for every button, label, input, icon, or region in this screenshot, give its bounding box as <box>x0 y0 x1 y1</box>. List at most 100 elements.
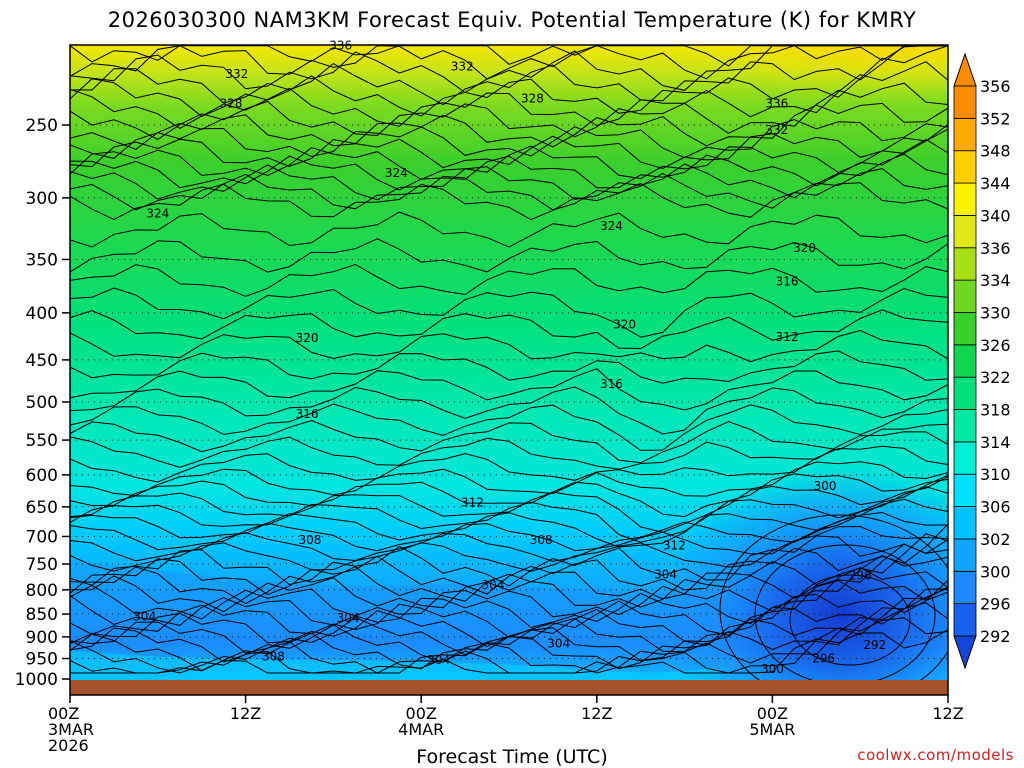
colorbar-label: 292 <box>980 627 1011 646</box>
contour-line <box>70 586 948 663</box>
y-tick-label: 850 <box>26 605 58 625</box>
contour-line <box>70 309 948 350</box>
colorbar-label: 318 <box>980 401 1011 420</box>
contour-label: 304 <box>427 653 450 667</box>
contour-line <box>70 474 948 543</box>
colorbar-swatch <box>953 506 977 540</box>
x-tick-label: 12Z <box>230 704 261 723</box>
contour-label: 320 <box>793 241 816 255</box>
colorbar-swatch <box>953 538 977 572</box>
contour-line <box>70 535 948 587</box>
x-tick-label: 12Z <box>932 704 963 723</box>
y-tick-label: 400 <box>26 304 58 324</box>
colorbar-swatch <box>953 312 977 346</box>
contour-line <box>70 263 948 297</box>
contour-label: 304 <box>654 568 677 582</box>
contour-line <box>70 182 948 221</box>
colorbar-swatch <box>953 603 977 637</box>
contour-line <box>70 119 948 159</box>
colorbar-label: 326 <box>980 336 1011 355</box>
contour-line <box>719 514 948 695</box>
contour-line <box>70 45 948 117</box>
contour-label: 332 <box>225 67 248 81</box>
contour-label: 328 <box>220 97 243 111</box>
colorbar-label: 322 <box>980 368 1011 387</box>
colorbar-extend-low <box>953 635 977 670</box>
y-tick-label: 650 <box>26 498 58 518</box>
y-tick-label: 450 <box>26 351 58 371</box>
colorbar-swatch <box>953 150 977 184</box>
colorbar-label: 336 <box>980 239 1011 258</box>
y-tick-label: 500 <box>26 393 58 413</box>
x-tick-label: 00Z <box>406 704 437 723</box>
contour-label: 332 <box>451 60 474 74</box>
contour-label: 316 <box>600 377 623 391</box>
contour-line <box>70 238 948 273</box>
y-tick-label: 550 <box>26 431 58 451</box>
contour-label: 316 <box>776 275 799 289</box>
contour-label: 304 <box>547 637 570 651</box>
contour-label: 316 <box>296 407 319 421</box>
contour-line <box>70 473 948 518</box>
contour-label: 308 <box>530 533 553 547</box>
contour-label: 304 <box>337 611 360 625</box>
x-tick-label: 3MAR <box>48 720 94 739</box>
y-tick-label: 800 <box>26 581 58 601</box>
x-tick-label: 4MAR <box>398 720 444 739</box>
contour-line <box>70 533 948 605</box>
contour-line <box>70 124 948 180</box>
contour-label: 320 <box>296 331 319 345</box>
contour-line <box>70 102 948 150</box>
plot-frame <box>69 44 949 696</box>
pressure-gridlines <box>70 124 948 660</box>
x-tick-label: 2026 <box>48 736 89 755</box>
contour-label: 300 <box>761 662 784 676</box>
contour-line <box>70 211 948 248</box>
contour-label: 308 <box>299 533 322 547</box>
colorbar: 292 296 300 302 306 310 314 318 322 326 330 334 336 3… <box>953 52 1011 670</box>
colorbar-extend-high <box>953 52 977 87</box>
x-axis-title: Forecast Time (UTC) <box>416 746 608 768</box>
colorbar-label: 334 <box>980 271 1011 290</box>
warm-upper-region <box>720 45 948 110</box>
contour-line <box>70 287 948 338</box>
contour-line <box>70 82 948 140</box>
colorbar-swatch <box>953 215 977 249</box>
contour-line <box>70 168 948 211</box>
contour-line <box>70 386 948 435</box>
contour-label: 324 <box>600 219 623 233</box>
contour-line <box>70 580 948 638</box>
contour-label: 292 <box>863 638 886 652</box>
x-tick-label: 00Z <box>48 704 79 723</box>
contour-line <box>70 476 948 533</box>
contour-line <box>789 574 911 666</box>
source-credit[interactable]: coolwx.com/models <box>857 746 1014 764</box>
contour-line <box>70 602 948 674</box>
contour-label: 320 <box>613 318 636 332</box>
x-tick-label: 00Z <box>757 704 788 723</box>
colorbar-label: 344 <box>980 174 1011 193</box>
y-tick-label: 300 <box>26 189 58 209</box>
contour-labels: 336 332 332 328 328 336 332 324 324 324 320 316 320 3… <box>133 39 886 676</box>
contour-line <box>70 628 948 674</box>
contour-line <box>70 419 948 464</box>
contour-line <box>70 368 948 411</box>
colorbar-swatch <box>953 441 977 475</box>
y-tick-label: 600 <box>26 466 58 486</box>
contour-line <box>70 511 948 562</box>
x-tick-label: 12Z <box>581 704 612 723</box>
x-tick-label: 5MAR <box>749 720 795 739</box>
contour-label: 312 <box>461 496 484 510</box>
y-tick-label: 900 <box>26 628 58 648</box>
contour-line <box>70 128 948 170</box>
contour-line <box>70 403 948 451</box>
ground-strip <box>70 680 948 695</box>
colorbar-swatch <box>953 279 977 313</box>
colorbar-label: 340 <box>980 206 1011 225</box>
colorbar-label: 352 <box>980 109 1011 128</box>
contour-line <box>70 350 948 384</box>
contour-label: 336 <box>765 97 788 111</box>
contour-label: 336 <box>329 39 352 53</box>
